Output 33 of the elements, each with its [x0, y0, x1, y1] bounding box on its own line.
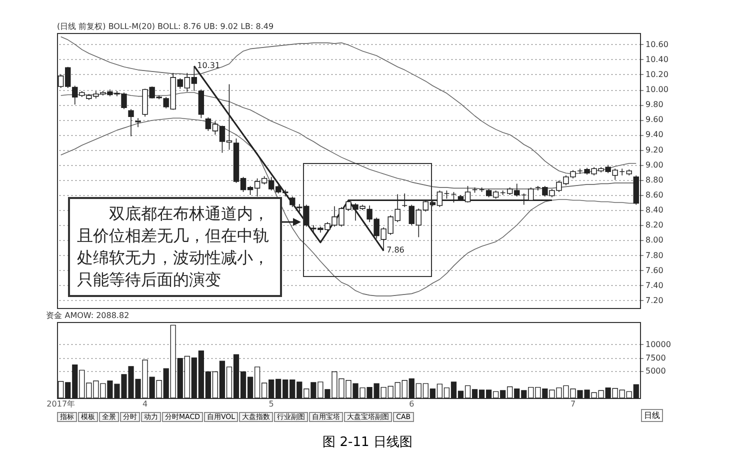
text: 日线	[641, 409, 663, 422]
y-tick-label: 9.80	[646, 100, 664, 110]
y-tick-label: 8.20	[646, 220, 664, 230]
annotation: 7.86	[386, 246, 404, 255]
x-tick-label: 2017年	[46, 400, 76, 408]
y-tick-label: 9.20	[646, 145, 664, 154]
y-tick-label: 7.40	[646, 280, 664, 290]
y-tick-label: 10.40	[646, 54, 668, 64]
y-tick-label: 7500	[646, 353, 666, 362]
caption: 图 2-11 日线图	[322, 434, 414, 451]
y-tick-label: 7.80	[646, 250, 664, 260]
x-tick-label: 6	[409, 400, 414, 408]
y-tick-label: 8.00	[646, 236, 664, 245]
y-tick-label: 10.60	[646, 40, 668, 49]
x-tick-label: 5	[268, 400, 274, 408]
y-tick-label: 9.60	[646, 115, 664, 124]
x-tick-label: 4	[142, 400, 148, 408]
y-tick-label: 10000	[646, 340, 671, 349]
y-tick-label: 10.20	[646, 70, 668, 79]
y-tick-label: 9.40	[646, 130, 664, 140]
y-tick-label: 7.20	[646, 296, 664, 305]
y-tick-label: 9.00	[646, 160, 664, 170]
callout-box: 双底都在布林通道内，且价位相差无几，但在中轨处绵软无力，波动性减小，只能等待后面的演变	[68, 197, 282, 297]
y-tick-label: 8.60	[646, 190, 664, 200]
y-tick-label: 7.60	[646, 266, 664, 275]
y-tick-label: 5000	[646, 366, 666, 376]
y-tick-label: 8.80	[646, 175, 664, 184]
chart-title: 资金 AMOW: 2088.82	[46, 311, 130, 320]
y-tick-label: 10.00	[646, 85, 668, 94]
x-tick-label: 7	[570, 400, 576, 408]
annotation: 10.31	[197, 61, 220, 70]
chart-title: (日线 前复权) BOLL-M(20) BOLL: 8.76 UB: 9.02 LB: 8.49	[57, 22, 274, 31]
y-tick-label: 8.40	[646, 206, 664, 215]
